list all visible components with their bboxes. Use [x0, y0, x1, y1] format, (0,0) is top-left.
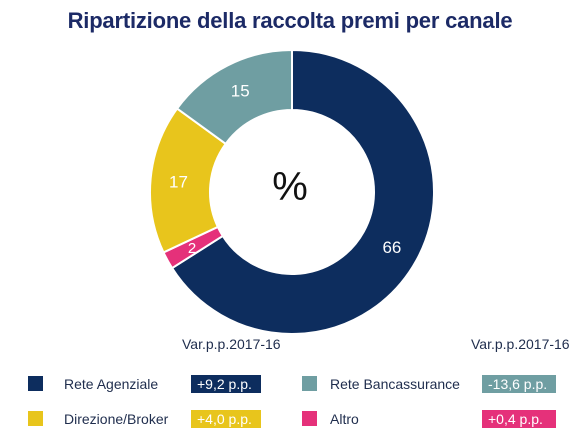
- slice-value-label-rete-agenziale: 66: [382, 238, 401, 257]
- legend-swatch-altro: [302, 411, 317, 426]
- variation-badge-rete-bancassurance: -13,6 p.p.: [482, 375, 556, 393]
- donut-slices: [149, 48, 435, 335]
- center-percent-label: %: [272, 165, 308, 209]
- legend-swatch-rete-bancassurance: [302, 376, 317, 391]
- variation-header-right: Var.p.p.2017-16: [471, 336, 570, 352]
- legend-swatch-rete-agenziale: [28, 376, 43, 391]
- legend-label-rete-bancassurance: Rete Bancassurance: [330, 376, 460, 392]
- donut-slice-rete-agenziale: [170, 48, 435, 335]
- legend-swatch-direzione-broker: [28, 411, 43, 426]
- variation-header-left: Var.p.p.2017-16: [182, 336, 281, 352]
- slice-value-label-altro: 2: [188, 240, 196, 257]
- variation-badge-direzione-broker: +4,0 p.p.: [191, 410, 261, 428]
- legend-row-1: Rete Agenziale +9,2 p.p. Rete Bancassura…: [0, 375, 580, 395]
- chart-title: Ripartizione della raccolta premi per ca…: [67, 8, 513, 33]
- legend-row-2: Direzione/Broker +4,0 p.p. Altro +0,4 p.…: [0, 410, 580, 430]
- variation-badge-altro: +0,4 p.p.: [482, 410, 556, 428]
- variation-badge-rete-agenziale: +9,2 p.p.: [191, 375, 261, 393]
- slice-value-label-rete-bancassurance: 15: [231, 81, 250, 100]
- donut-slice-rete-bancassurance: [175, 48, 293, 146]
- donut-slice-labels: 66 2 17 15: [169, 81, 401, 256]
- legend-label-direzione-broker: Direzione/Broker: [64, 411, 169, 427]
- slice-value-label-direzione-broker: 17: [169, 172, 188, 191]
- legend-label-rete-agenziale: Rete Agenziale: [64, 376, 159, 392]
- legend-label-altro: Altro: [330, 411, 359, 427]
